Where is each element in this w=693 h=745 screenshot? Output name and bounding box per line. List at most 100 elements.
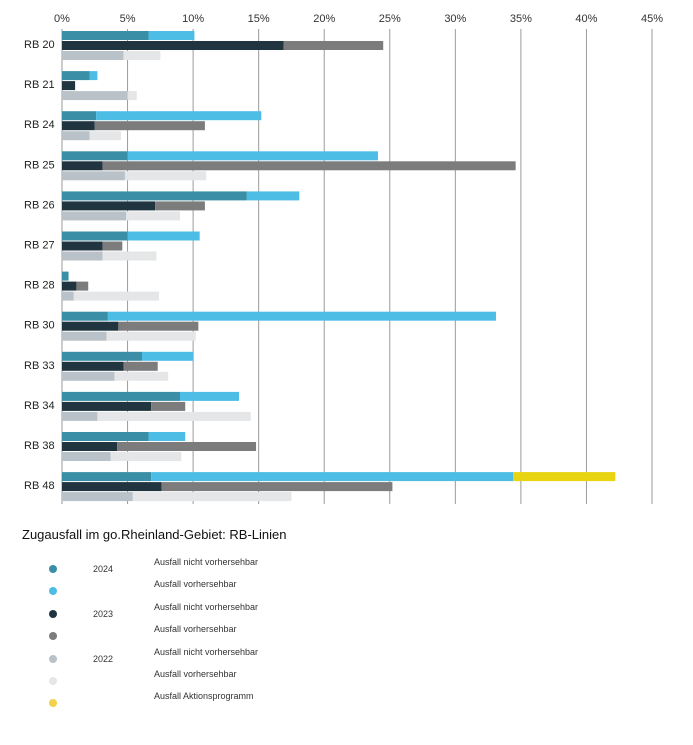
bar-segment (62, 332, 107, 341)
category-label: RB 21 (24, 79, 55, 91)
bar-segment (117, 442, 256, 451)
bar-segment (96, 111, 261, 120)
bar-segment (62, 131, 90, 140)
bar-segment (128, 91, 137, 100)
bar-segment (111, 452, 182, 461)
bar-segment (133, 492, 292, 501)
bar-segment (62, 201, 155, 210)
bar-segment (151, 402, 185, 411)
legend-year: 2024 (93, 564, 113, 574)
legend-swatch (49, 610, 57, 618)
bar-segment (62, 492, 133, 501)
bar-segment (149, 432, 186, 441)
bar-segment (128, 151, 378, 160)
legend-label: Ausfall nicht vorhersehbar (154, 557, 264, 568)
bar-segment (103, 161, 516, 170)
bar-segment (247, 191, 299, 200)
bar-segment (76, 282, 88, 291)
bar-segment (513, 472, 615, 481)
bar-segment (62, 211, 126, 220)
bar-segment (62, 242, 103, 251)
legend-label: Ausfall nicht vorhersehbar (154, 602, 264, 613)
category-label: RB 48 (24, 480, 55, 492)
x-tick-label: 20% (313, 13, 335, 25)
bar-segment (62, 442, 117, 451)
bar-segment (90, 71, 98, 80)
bar-segment (62, 151, 128, 160)
bar-segment (155, 201, 205, 210)
legend-year: 2022 (93, 654, 113, 664)
bar-segment (125, 171, 206, 180)
legend-swatch (49, 632, 57, 640)
bar-segment (180, 392, 239, 401)
category-label: RB 24 (24, 119, 55, 131)
legend-swatch (49, 677, 57, 685)
bar-segment (162, 482, 393, 491)
x-tick-label: 25% (379, 13, 401, 25)
bar-segment (151, 472, 513, 481)
bar-segment (62, 392, 180, 401)
legend-swatch (49, 655, 57, 663)
bar-segment (62, 432, 149, 441)
chart-bars (62, 31, 615, 501)
bar-segment (62, 191, 247, 200)
bar-segment (90, 131, 121, 140)
category-label: RB 28 (24, 280, 55, 292)
category-label: RB 20 (24, 39, 55, 51)
legend-label: Ausfall vorhersehbar (154, 669, 264, 680)
bar-segment (62, 161, 103, 170)
bar-segment (62, 282, 76, 291)
bar-segment (128, 232, 200, 241)
bar-segment (62, 81, 75, 90)
category-labels: RB 20RB 21RB 24RB 25RB 26RB 27RB 28RB 30… (24, 39, 55, 492)
bar-segment (62, 362, 124, 371)
bar-segment (62, 51, 124, 60)
x-tick-label: 15% (248, 13, 270, 25)
x-tick-label: 5% (120, 13, 136, 25)
bar-segment (62, 272, 69, 281)
bar-segment (108, 312, 496, 321)
bar-segment (103, 252, 157, 261)
category-label: RB 25 (24, 159, 55, 171)
chart-title: Zugausfall im go.Rheinland-Gebiet: RB-Li… (22, 527, 286, 542)
bar-segment (62, 41, 284, 50)
x-tick-label: 40% (575, 13, 597, 25)
category-label: RB 26 (24, 199, 55, 211)
bar-segment (62, 71, 90, 80)
bar-segment (118, 322, 198, 331)
bar-segment (95, 121, 205, 130)
bar-segment (62, 232, 128, 241)
bar-segment (62, 171, 125, 180)
x-tick-label: 0% (54, 13, 70, 25)
legend-label: Ausfall vorhersehbar (154, 624, 264, 635)
legend-label: Ausfall Aktionsprogramm (154, 691, 264, 702)
category-label: RB 27 (24, 240, 55, 252)
legend-year: 2023 (93, 609, 113, 619)
legend-label: Ausfall vorhersehbar (154, 579, 264, 590)
bar-segment (62, 482, 162, 491)
bar-segment (142, 352, 193, 361)
bar-segment (124, 51, 161, 60)
bar-segment (62, 452, 111, 461)
bar-segment (62, 292, 74, 301)
bar-segment (62, 412, 97, 421)
bar-segment (62, 121, 95, 130)
bar-chart: 0%5%10%15%20%25%30%35%40%45% RB 20RB 21R… (0, 0, 693, 520)
legend-swatch (49, 699, 57, 707)
bar-segment (62, 372, 114, 381)
bar-segment (107, 332, 196, 341)
category-label: RB 38 (24, 440, 55, 452)
bar-segment (62, 252, 103, 261)
bar-segment (62, 312, 108, 321)
category-label: RB 34 (24, 400, 55, 412)
x-tick-label: 10% (182, 13, 204, 25)
category-label: RB 33 (24, 360, 55, 372)
legend-swatch (49, 565, 57, 573)
bar-segment (62, 352, 142, 361)
bar-segment (149, 31, 195, 40)
bar-segment (126, 211, 180, 220)
bar-segment (62, 31, 149, 40)
x-tick-label: 45% (641, 13, 663, 25)
bar-segment (62, 322, 118, 331)
bar-segment (97, 412, 250, 421)
